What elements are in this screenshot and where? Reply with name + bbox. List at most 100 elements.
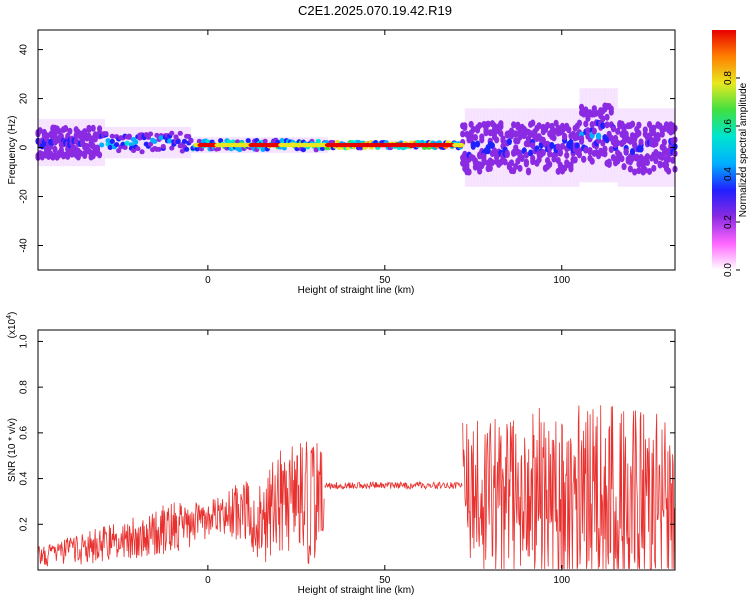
spectrogram-cell	[300, 147, 307, 153]
spectrogram-cell	[564, 151, 570, 159]
spectrogram-cell	[578, 135, 585, 143]
colorbar-tick-label: 0.4	[723, 167, 734, 181]
spectrogram-cell	[260, 147, 266, 153]
spectrogram-cell	[636, 129, 642, 137]
spectrogram-halo-cell	[98, 119, 102, 167]
spectrogram-cell	[169, 130, 175, 136]
spectrogram-cell	[508, 159, 515, 167]
spectrogram-cell	[179, 148, 185, 154]
spectrogram-cell	[623, 148, 629, 156]
spectrogram-cell	[152, 139, 158, 145]
spectrogram-cell	[651, 164, 657, 172]
spectrogram-cell	[615, 139, 621, 147]
spectrogram-panel: 0 50 100 40 20 0 -20 -40 Height of straight li…	[7, 29, 678, 296]
spectrogram-x-label: Height of straight line (km)	[298, 285, 415, 296]
spectrogram-cell	[663, 121, 670, 129]
spectrogram-cell	[313, 147, 319, 153]
spectrogram-cell	[466, 168, 472, 176]
spectrogram-halo-cell	[528, 108, 532, 187]
spectrogram-cell	[122, 144, 128, 150]
spectrogram-y-ticks: 40 20 0 -20 -40	[19, 44, 675, 253]
spectrogram-cell	[43, 135, 50, 143]
spectrogram-halo-cell	[627, 108, 631, 187]
spectrogram-cell	[632, 168, 638, 176]
snr-frame	[37, 329, 676, 571]
spectrogram-cell	[128, 142, 135, 148]
spectrogram-cell	[525, 168, 532, 176]
colorbar: 0.0 0.2 0.4 0.6 0.8 Normalized spectral ampl…	[712, 30, 749, 277]
spectrogram-cell	[621, 163, 627, 171]
spectrogram-cell	[651, 129, 657, 137]
spectrogram-cell	[77, 149, 84, 157]
spectrogram-cell	[566, 126, 572, 134]
spectrogram-cell	[175, 139, 181, 145]
spectrogram-halo-cell	[190, 137, 195, 153]
y-tick-label: 1.0	[19, 334, 30, 348]
snr-scale-label: (x104)	[6, 312, 18, 339]
spectrogram-cell	[545, 121, 551, 129]
spectrogram-cell	[608, 105, 614, 113]
spectrogram-cell	[583, 120, 589, 128]
spectrogram-cell	[593, 109, 600, 117]
spectrogram-cell	[644, 158, 650, 166]
spectrogram-cell	[549, 142, 555, 150]
spectrogram-cell	[583, 146, 589, 154]
x-tick-label: 50	[379, 275, 391, 286]
spectrogram-cell	[96, 151, 103, 159]
spectrogram-halo-cell	[611, 88, 615, 183]
x-tick-label: 100	[553, 275, 570, 286]
spectrogram-cell	[500, 135, 506, 143]
spectrogram-halo-cell	[85, 119, 90, 167]
spectrogram-frame	[37, 29, 676, 271]
spectrogram-cell	[167, 138, 173, 144]
spectrogram-cell	[156, 146, 162, 152]
spectrogram-cell	[52, 145, 58, 153]
spectrogram-cell	[504, 149, 510, 157]
spectrogram-cell	[113, 142, 120, 148]
spectrogram-cell	[103, 131, 109, 137]
spectrogram-cell	[608, 146, 614, 154]
spectrogram-cell	[530, 119, 536, 127]
spectrogram-halo-cell	[496, 108, 501, 187]
spectrogram-cell	[485, 120, 491, 128]
spectrogram-cell	[629, 120, 636, 128]
spectrogram-cell	[186, 134, 192, 140]
x-tick-label: 50	[379, 575, 391, 586]
spectrogram-halo-cell	[117, 126, 121, 159]
spectrogram-cell	[551, 134, 557, 142]
colorbar-gradient	[712, 30, 736, 270]
spectrogram-cell	[557, 148, 563, 156]
spectrogram-halo-cell	[136, 126, 141, 159]
spectrogram-cell	[67, 127, 73, 135]
spectrogram-cell	[169, 145, 175, 151]
svg-text:(x104): (x104)	[6, 312, 18, 339]
spectrogram-cell	[555, 143, 561, 151]
spectrogram-halo-cell	[646, 108, 650, 187]
spectrogram-cell	[604, 113, 610, 121]
spectrogram-cell	[636, 167, 642, 175]
spectrogram-cell	[460, 130, 466, 138]
spectrogram-cell	[181, 138, 188, 144]
spectrogram-cell	[576, 147, 583, 155]
spectrogram-cell	[160, 143, 166, 149]
spectrogram-halo-cell	[665, 108, 669, 187]
spectrogram-cell	[109, 138, 115, 144]
spectrogram-x-ticks: 0 50 100	[205, 30, 571, 286]
spectrogram-cell	[237, 147, 243, 153]
spectrogram-cell	[576, 119, 583, 127]
snr-series	[37, 405, 675, 570]
spectrogram-cell	[530, 154, 536, 162]
spectrogram-cell	[489, 142, 495, 150]
spectrogram-cell	[615, 127, 621, 135]
snr-line-segment	[462, 405, 675, 570]
spectrogram-cell	[154, 132, 160, 138]
spectrogram-cell	[116, 148, 122, 154]
spectrogram-halo-cell	[655, 108, 660, 187]
y-tick-label: 40	[19, 44, 30, 56]
spectrogram-cell	[589, 120, 595, 128]
colorbar-tick-label: 0.0	[723, 263, 734, 277]
spectrogram-cell	[642, 166, 648, 174]
spectrogram-cell	[474, 140, 481, 148]
spectrogram-y-label: Frequency (Hz)	[7, 116, 18, 185]
spectrogram-cell	[610, 125, 617, 133]
